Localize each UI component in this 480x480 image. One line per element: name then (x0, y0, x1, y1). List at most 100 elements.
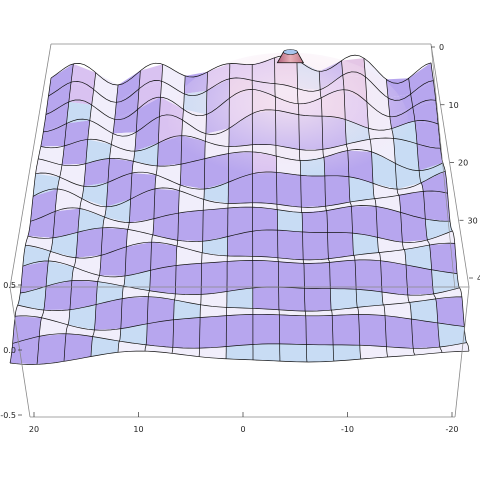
surface-patch (199, 346, 227, 359)
surface-patch (116, 70, 141, 103)
surface-patch (304, 288, 332, 312)
surface-patch (333, 344, 361, 362)
surface-patch (200, 291, 227, 308)
surface-patch (61, 139, 88, 165)
surface-patch (352, 233, 379, 256)
surface-patch (146, 319, 174, 348)
surface-patch (437, 322, 467, 348)
surface-patch (172, 347, 200, 357)
mesh-line-y (341, 60, 362, 360)
surface-patch (278, 309, 306, 316)
mesh-line-y (171, 75, 186, 354)
surface-patch (331, 307, 359, 316)
surface-patch (66, 101, 92, 124)
mesh-line-y (251, 64, 254, 360)
mesh-line-x (20, 279, 460, 296)
surface-mesh (9, 52, 470, 365)
x-tick-label: 20 (29, 425, 39, 434)
surface-patch (227, 202, 253, 209)
surface-patch (112, 109, 138, 134)
surface-patch (383, 302, 412, 320)
surface-patch (30, 188, 58, 222)
surface-patch (407, 293, 436, 303)
surface-patch (351, 206, 378, 238)
surface-patch (358, 314, 387, 347)
surface-patch (33, 173, 60, 197)
surface-patch (177, 210, 204, 242)
mesh-line-x (45, 89, 436, 121)
peak-spike-cap (283, 49, 298, 55)
bounding-box-back (9, 43, 470, 288)
surface-patch (94, 298, 123, 330)
surface-patch (174, 293, 202, 305)
surface-patch (111, 132, 137, 152)
surface-patch (226, 287, 253, 309)
surface-patch (350, 198, 376, 207)
mesh-line-x (9, 350, 470, 365)
z-tick-label: 0.5 (3, 281, 16, 290)
z-tick-label: 0.0 (3, 346, 16, 355)
surface-patch (395, 163, 422, 190)
surface-patch (380, 260, 408, 296)
surface-patch (92, 328, 121, 342)
mesh-line-x (32, 187, 448, 208)
surface-patch (120, 296, 149, 329)
surface-patch (91, 89, 117, 120)
box-edge (430, 43, 470, 288)
surface-patch (359, 345, 388, 360)
mesh-line-y (274, 57, 281, 362)
surface-patch (305, 310, 333, 316)
surface-patch (421, 171, 448, 194)
surface-patch (125, 242, 152, 276)
surface-patch (252, 202, 278, 210)
surface-patch (384, 315, 414, 349)
mesh-line-y (144, 64, 164, 352)
mesh-line-y (63, 72, 97, 362)
surface-patch (172, 317, 201, 349)
mesh-line-x (17, 296, 462, 312)
surface-patch (25, 236, 53, 252)
mesh-line-x (40, 135, 441, 152)
surface-patch (252, 314, 280, 345)
mesh-line-y (296, 59, 308, 363)
surface-patch (377, 237, 405, 253)
surface-patch (139, 64, 163, 89)
surface-patch (226, 314, 253, 347)
surface-patch (102, 217, 130, 230)
surface-patch (278, 261, 305, 289)
surface-patch (203, 182, 229, 204)
surface-patch (202, 208, 228, 242)
surface-patch (200, 304, 227, 318)
surface-patch (226, 260, 253, 292)
surface-patch (81, 182, 108, 207)
surface-patch (425, 218, 453, 240)
surface-patch (199, 315, 227, 349)
surface-patch (46, 260, 74, 287)
surface-patch (114, 88, 140, 120)
surface-patch (414, 120, 441, 149)
surface-patch (147, 296, 175, 324)
surface-patch (419, 162, 446, 183)
mesh-line-x (22, 259, 458, 278)
surface-patch (50, 232, 78, 258)
surface-patch (40, 123, 67, 147)
surface-patch (279, 343, 307, 362)
surface-patch (71, 267, 100, 282)
surface-patch (69, 280, 98, 310)
mesh-line-x (12, 333, 467, 349)
mesh-line-x (35, 170, 446, 190)
mesh-line-y (363, 58, 389, 358)
surface-patch (43, 280, 72, 311)
surface-patch (52, 208, 80, 238)
surface-patch (227, 231, 253, 257)
surface-patch (252, 343, 280, 362)
surface-patch (404, 245, 432, 270)
surface-patch (348, 176, 375, 203)
surface-patch (132, 161, 158, 175)
surface-patch (12, 316, 42, 344)
surface-patch (173, 299, 201, 320)
surface-patch (277, 209, 303, 232)
surface-patch (302, 231, 329, 260)
surface-patch (326, 206, 353, 234)
